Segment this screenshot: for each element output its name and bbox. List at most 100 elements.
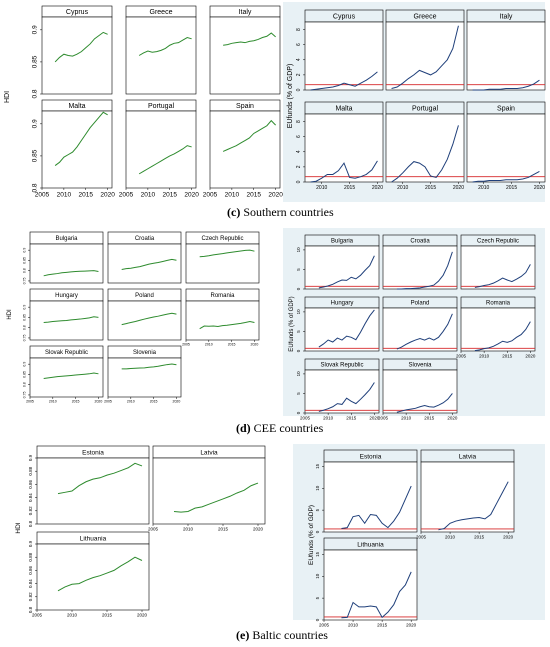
x-tick-label: 2015 — [502, 354, 513, 359]
panel-title: Lithuania — [80, 535, 107, 542]
y-axis-label: HDI — [15, 522, 22, 533]
series-line-greece — [138, 36, 192, 56]
panel-lithuania: Lithuania 0 5 10 15 2005 2010 2015 2020 — [315, 537, 418, 628]
y-tick-label: 0 — [296, 411, 301, 414]
x-tick-label: 2010 — [478, 185, 489, 191]
x-tick-label: 2015 — [79, 192, 94, 199]
panel-greece: Greece — [125, 5, 197, 95]
panel-title: Slovenia — [408, 363, 432, 369]
panel-portugal: Portugal 2005 2010 2015 2020 — [119, 99, 199, 199]
panel-bulgaria: Bulgaria 0.75 0.8 0.85 0.9 — [23, 231, 104, 284]
x-tick-label: 2020 — [447, 416, 458, 421]
x-tick-label: 2015 — [72, 400, 80, 404]
panel-title: Cyprus — [66, 9, 89, 16]
y-tick-label: 0.8 — [28, 520, 33, 527]
chart-c-hdi: Cyprus 0.8 0.85 0.9 Greece Italy Malta 0.8 0.85 0… — [4, 5, 283, 199]
y-axis-label: HDI — [4, 91, 11, 103]
y-tick-label: 0.75 — [23, 277, 27, 284]
y-tick-label: 0 — [296, 88, 302, 91]
panel-title: Malta — [68, 103, 85, 110]
series-line-hungary — [43, 316, 99, 324]
plot-area — [460, 245, 536, 290]
plot-area — [304, 113, 384, 183]
y-tick-label: 2 — [296, 73, 302, 76]
y-tick-label: 0.9 — [23, 248, 27, 253]
panel-estonia: Estonia 0.8 0.82 0.84 0.86 0.88 0.9 — [28, 445, 150, 527]
series-line-latvia — [173, 482, 259, 513]
series-line-portugal — [138, 145, 192, 175]
panel-lithuania: Lithuania 0.8 0.82 0.84 0.86 0.88 0.9 2005 2010 2… — [28, 531, 150, 618]
panel-title: Malta — [335, 106, 352, 113]
series-line-estonia — [341, 485, 412, 529]
panel-cyprus: Cyprus 0.8 0.85 0.9 — [31, 5, 113, 99]
y-tick-label: 0.85 — [23, 371, 27, 378]
y-axis-label: EUfunds (% of GDP) — [289, 296, 295, 351]
plot-area — [382, 245, 458, 290]
y-tick-label: 10 — [296, 309, 301, 315]
series-line-poland — [121, 312, 177, 326]
y-tick-label: 2 — [296, 165, 302, 168]
y-tick-label: 0.82 — [28, 506, 33, 515]
plot-area — [29, 357, 104, 398]
plot-area — [304, 21, 384, 91]
series-line-italy — [472, 79, 540, 91]
series-line-slovenia — [396, 393, 453, 413]
y-tick-label: 6 — [296, 43, 302, 46]
series-line-slovenia — [121, 363, 177, 370]
x-tick-label: 2010 — [397, 185, 408, 191]
x-tick-label: 2015 — [218, 527, 229, 532]
plot-area — [385, 113, 465, 183]
x-tick-label: 2015 — [163, 192, 178, 199]
y-tick-label: 0.8 — [23, 325, 27, 330]
series-line-czech-republic — [474, 264, 531, 288]
panel-cyprus: Cyprus 0 2 4 6 8 — [296, 9, 384, 91]
x-tick-label: 2005 — [119, 192, 134, 199]
x-tick-label: 2010 — [127, 400, 135, 404]
panel-italy: Italy — [466, 9, 546, 91]
y-tick-label: 5 — [296, 392, 301, 395]
y-tick-label: 0.86 — [28, 566, 33, 575]
series-line-italy — [223, 32, 276, 46]
x-tick-label: 2020 — [137, 613, 148, 618]
panel-latvia: Latvia 2005 2010 2015 2020 — [148, 445, 266, 532]
y-tick-label: 15 — [315, 463, 320, 469]
panel-poland: Poland — [107, 288, 182, 341]
panel-title: Spain — [497, 106, 515, 113]
panel-hungary: Hungary 0.75 0.8 0.85 0.9 — [23, 288, 104, 341]
x-tick-label: 2020 — [369, 416, 380, 421]
x-tick-label: 2005 — [148, 527, 159, 532]
panel-title: Portugal — [148, 103, 175, 110]
plot-area — [107, 243, 182, 284]
plot-area — [41, 110, 113, 189]
panel-croatia: Croatia — [107, 231, 182, 284]
panel-title: Poland — [135, 293, 154, 299]
panel-spain: Spain 2005 2010 2015 2020 — [203, 99, 283, 199]
series-line-romania — [474, 321, 531, 352]
y-tick-label: 4 — [296, 150, 302, 153]
y-tick-label: 0.85 — [23, 257, 27, 264]
y-tick-label: 0.86 — [28, 480, 33, 489]
x-tick-label: 2020 — [95, 400, 103, 404]
caption-c: (c) Southern countries — [227, 205, 334, 219]
panel-malta: Malta 0.8 0.85 0.9 2005 2010 2015 2020 — [31, 99, 115, 199]
panel-malta: Malta 0 2 4 6 8 2010 2015 2020 — [296, 101, 384, 191]
panel-title: Lithuania — [357, 541, 384, 548]
y-tick-label: 5 — [315, 596, 320, 599]
plot-area — [466, 21, 546, 91]
x-tick-label: 2010 — [348, 623, 359, 628]
y-tick-label: 0.9 — [31, 25, 38, 34]
x-tick-label: 2015 — [228, 343, 236, 347]
panel-title: Romania — [210, 293, 235, 299]
x-tick-label: 2015 — [377, 623, 388, 628]
y-tick-label: 0.8 — [31, 89, 38, 98]
panel-estonia: Estonia 0 5 10 15 — [315, 449, 418, 533]
panel-spain: Spain 2010 2015 2020 — [466, 101, 546, 191]
series-line-latvia — [438, 481, 509, 531]
x-tick-label: 2005 — [35, 192, 50, 199]
plot-area — [304, 369, 380, 414]
y-tick-label: 0.9 — [23, 362, 27, 367]
panel-slovenia: Slovenia 2005 2010 2015 2020 — [104, 345, 182, 404]
plot-area — [382, 369, 458, 414]
plot-area — [41, 16, 113, 95]
